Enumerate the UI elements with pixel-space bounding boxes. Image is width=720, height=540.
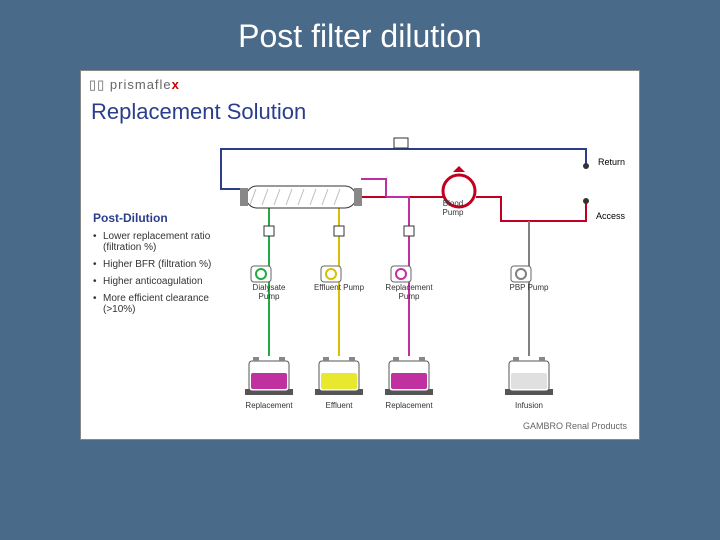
pump-label-effluent: Effluent Pump bbox=[311, 283, 367, 292]
return-label: Return bbox=[598, 157, 625, 167]
bag-label-effluent: Effluent bbox=[309, 401, 369, 410]
slide-title: Post filter dilution bbox=[0, 0, 720, 55]
pump-label-pbp: PBP Pump bbox=[501, 283, 557, 292]
bag-label-infusion: Infusion bbox=[499, 401, 559, 410]
pump-label-replacement: Replacement Pump bbox=[381, 283, 437, 301]
blood-pump-label: Blood Pump bbox=[433, 199, 473, 217]
footer-brand: GAMBRO Renal Products bbox=[523, 421, 627, 431]
access-label: Access bbox=[596, 211, 625, 221]
bag-label-replacement2: Replacement bbox=[379, 401, 439, 410]
diagram-panel: ▯▯ prismaflex Replacement Solution Post-… bbox=[80, 70, 640, 440]
flow-diagram bbox=[81, 71, 641, 441]
bag-label-replacement1: Replacement bbox=[239, 401, 299, 410]
pump-label-dialysate: Dialysate Pump bbox=[241, 283, 297, 301]
